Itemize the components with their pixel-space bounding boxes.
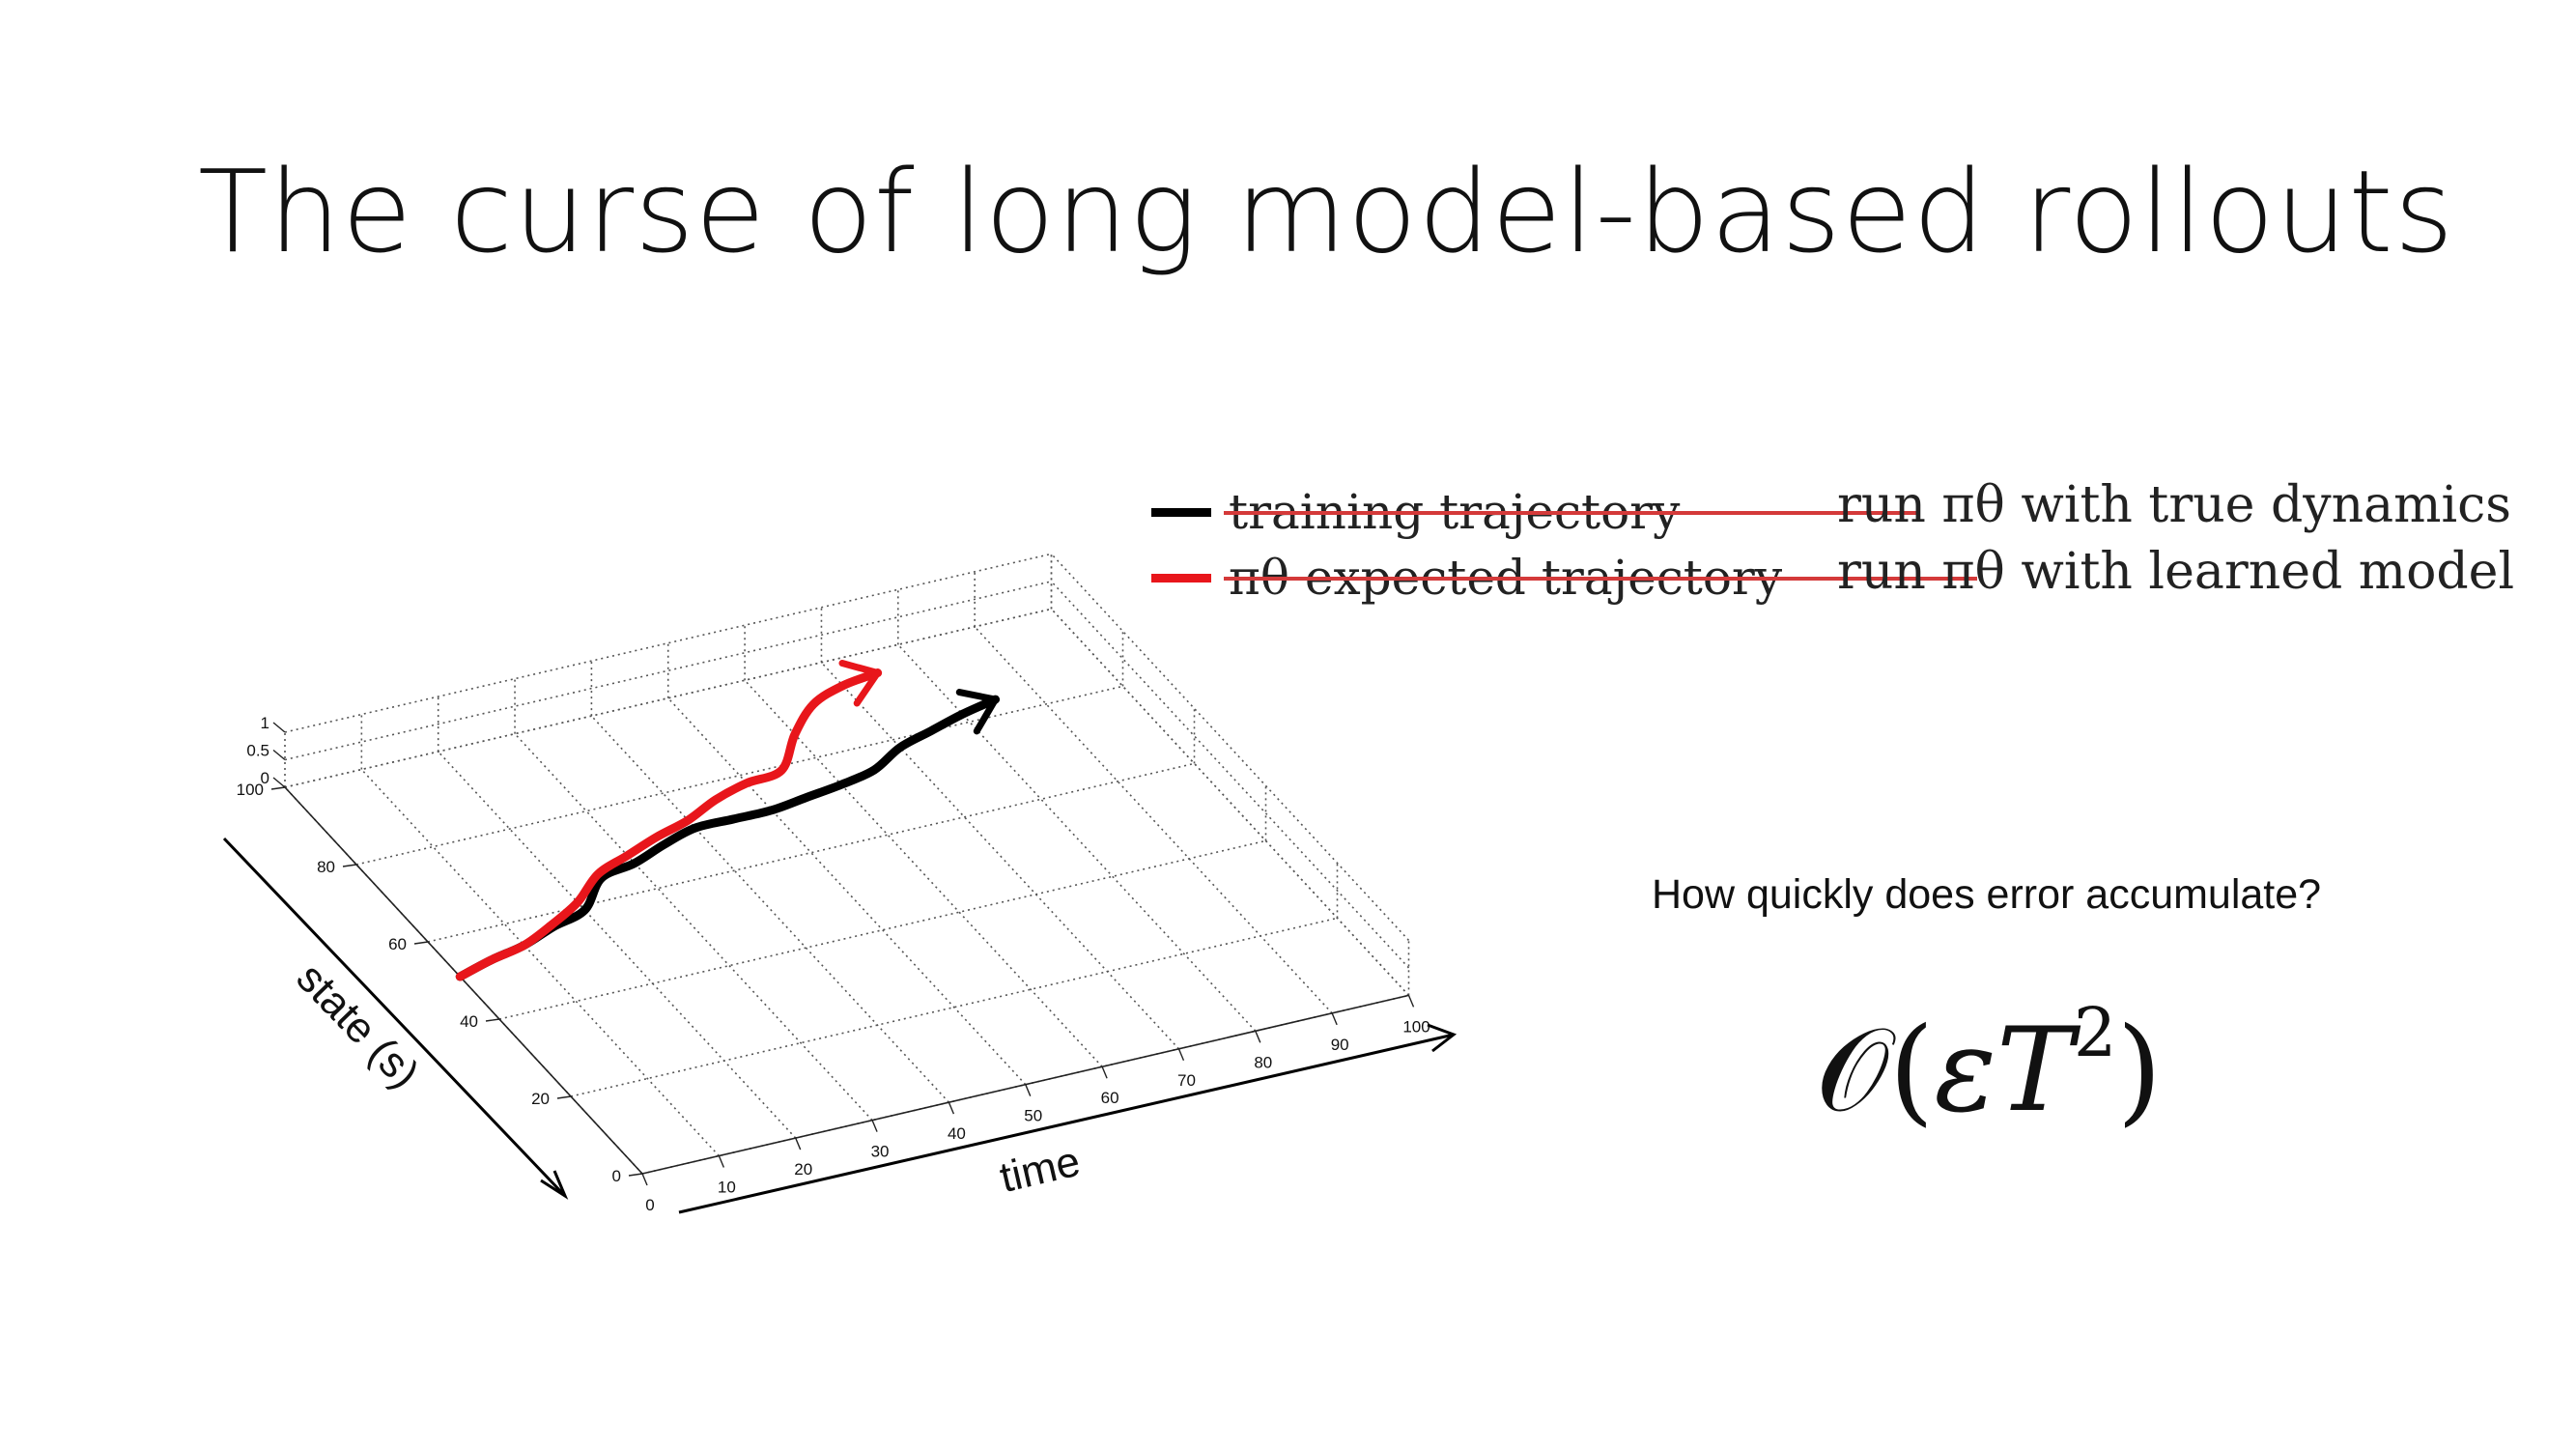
time-tick-label: 60 (1101, 1089, 1119, 1107)
grid-line-floor-time (514, 733, 873, 1122)
time-tick-mark (641, 1173, 648, 1186)
slide-title: The curse of long model-based rollouts (198, 145, 2455, 278)
trajectory-line-red (455, 668, 883, 981)
legend-swatch-black (1151, 508, 1211, 517)
time-tick-mark (1101, 1065, 1108, 1079)
state-tick-mark (628, 1173, 643, 1177)
time-tick-label: 0 (645, 1196, 654, 1214)
legend-strike-training (1224, 511, 1917, 515)
formula-close-paren: ) (2116, 1004, 2163, 1138)
state-tick-mark (413, 941, 429, 945)
z-tick-label: 0.5 (246, 742, 269, 760)
state-axis-arrow-line (222, 837, 567, 1198)
complexity-formula: 𝒪(εT2) (1816, 993, 2162, 1139)
grid-line-floor-time (820, 662, 1180, 1050)
grid-line-sidewall-horizontal (1050, 608, 1410, 996)
time-tick-mark (1255, 1031, 1261, 1043)
formula-open-paren: ( (1888, 1004, 1935, 1138)
state-tick-label: 80 (317, 858, 335, 876)
plot-box-edge (284, 786, 643, 1175)
z-tick-label: 0 (261, 769, 269, 787)
grid-line-floor-time (360, 768, 720, 1157)
z-tick-mark (272, 722, 286, 733)
annotation-learned-model: run πθ with learned model (1837, 543, 2515, 601)
z-tick-mark (272, 777, 286, 788)
z-tick-label: 1 (261, 714, 269, 732)
formula-big-o: 𝒪 (1816, 1004, 1889, 1138)
grid-line-floor-time (744, 679, 1103, 1067)
time-tick-label: 70 (1177, 1071, 1196, 1090)
state-tick-mark (556, 1095, 572, 1099)
state-tick-mark (270, 786, 286, 790)
state-tick-label: 0 (612, 1167, 621, 1185)
state-tick-label: 40 (460, 1012, 478, 1031)
grid-line-backwall-horizontal (284, 553, 1052, 733)
grid-line-backwall-horizontal (284, 581, 1052, 761)
time-tick-mark (718, 1155, 724, 1168)
state-axis-arrowhead (540, 1170, 569, 1200)
time-tick-mark (1177, 1048, 1185, 1062)
grid-line-floor-time (897, 643, 1257, 1032)
grid-line-floor-state (427, 762, 1195, 943)
error-question: How quickly does error accumulate? (1652, 871, 2322, 918)
formula-exponent: 2 (2073, 993, 2117, 1072)
time-tick-label: 30 (871, 1143, 890, 1161)
time-tick-label: 10 (718, 1179, 736, 1197)
grid-line-floor-time (667, 697, 1027, 1086)
time-tick-label: 40 (948, 1124, 966, 1143)
formula-epsilon: ε (1934, 1004, 1996, 1138)
time-tick-mark (1025, 1084, 1032, 1096)
time-tick-mark (1407, 995, 1415, 1008)
time-tick-label: 90 (1331, 1036, 1349, 1054)
grid-line-floor-time (438, 751, 797, 1139)
time-tick-mark (795, 1137, 802, 1151)
plot-axes: time state (s) (222, 837, 1458, 1214)
grid-line-sidewall-horizontal (1050, 581, 1410, 969)
time-axis-label: time (996, 1138, 1085, 1202)
grid-line-floor-state (498, 839, 1266, 1020)
state-tick-mark (342, 864, 357, 867)
state-tick-label: 60 (388, 935, 407, 953)
trajectory-arrowhead-black (955, 689, 1000, 735)
time-axis-arrow-line (678, 1033, 1455, 1214)
grid-line-sidewall-horizontal (1050, 553, 1410, 941)
time-tick-label: 20 (794, 1160, 812, 1179)
plot-series (455, 660, 1001, 981)
time-tick-label: 100 (1402, 1017, 1430, 1036)
time-tick-label: 80 (1254, 1053, 1272, 1071)
time-axis-arrowhead (1427, 1023, 1458, 1053)
time-tick-mark (871, 1120, 878, 1132)
grid-line-floor-time (974, 626, 1333, 1014)
grid-line-floor-state (355, 685, 1123, 866)
state-tick-label: 100 (237, 781, 264, 799)
formula-T: T (1996, 1004, 2074, 1138)
grid-line-backwall-horizontal (284, 608, 1052, 788)
state-tick-mark (485, 1018, 500, 1022)
legend-swatch-red (1151, 574, 1211, 582)
legend-strike-expected (1224, 577, 1977, 581)
state-tick-label: 20 (531, 1090, 550, 1108)
grid-line-floor-time (590, 715, 949, 1103)
time-tick-mark (1331, 1012, 1338, 1026)
trajectory-arrowhead-red (838, 660, 882, 707)
z-tick-mark (272, 749, 286, 761)
time-tick-mark (948, 1101, 955, 1115)
grid-line-floor-state (570, 917, 1338, 1097)
annotation-true-dynamics: run πθ with true dynamics (1837, 476, 2511, 534)
time-tick-label: 50 (1024, 1107, 1042, 1125)
state-axis-label: state (s) (288, 954, 429, 1097)
